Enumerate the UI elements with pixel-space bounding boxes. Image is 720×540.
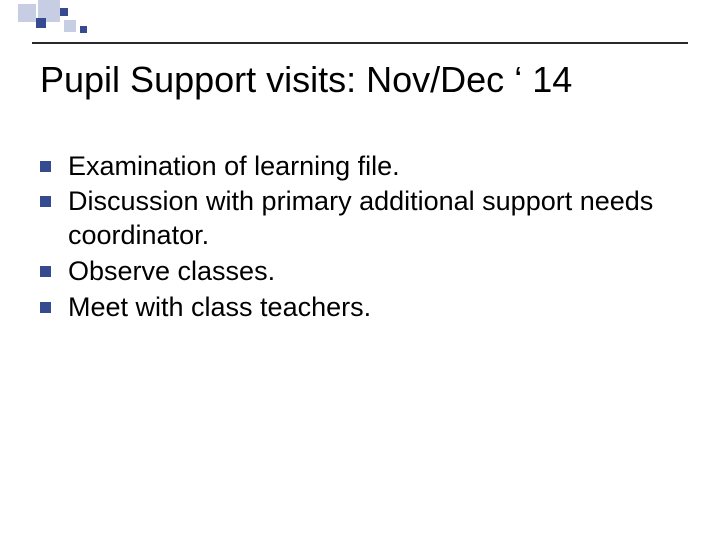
bullet-list: Examination of learning file. Discussion…	[40, 150, 680, 325]
bullet-item: Examination of learning file.	[40, 150, 680, 184]
bullet-item: Meet with class teachers.	[40, 291, 680, 325]
horizontal-rule	[32, 42, 688, 44]
slide-title: Pupil Support visits: Nov/Dec ‘ 14	[40, 60, 680, 100]
corner-decoration	[0, 0, 140, 40]
bullet-item: Observe classes.	[40, 255, 680, 289]
bullet-item: Discussion with primary additional suppo…	[40, 185, 680, 253]
slide-content: Pupil Support visits: Nov/Dec ‘ 14 Exami…	[0, 0, 720, 324]
